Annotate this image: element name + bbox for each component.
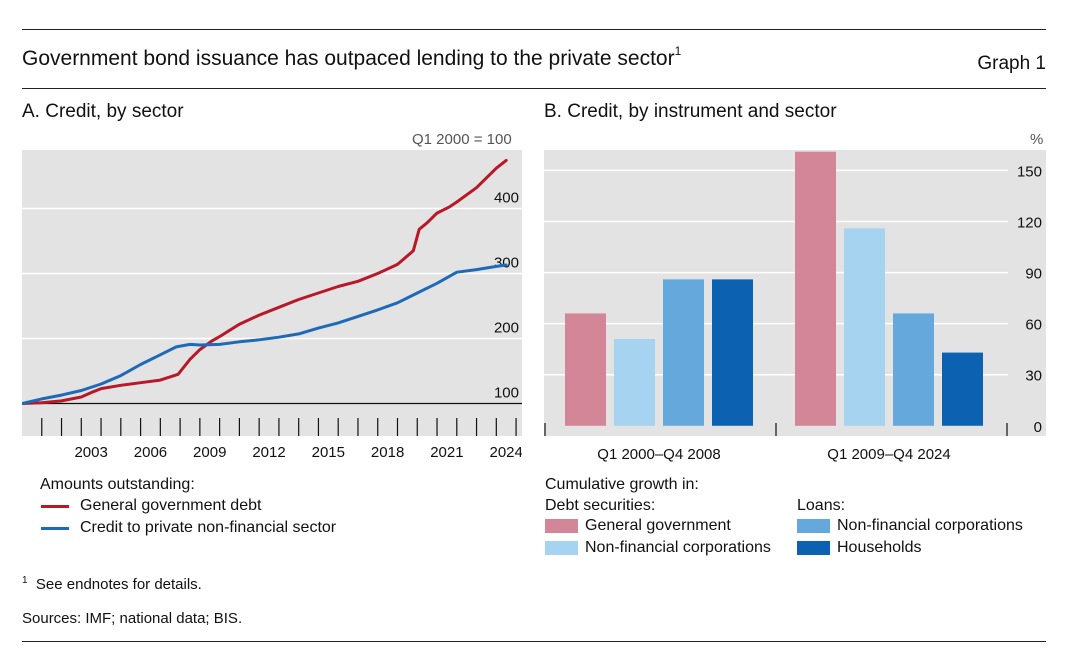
legend-b-swatch-nfc-debt — [545, 541, 578, 555]
panel-a-x-tick-label: 2006 — [134, 444, 167, 460]
legend-b-swatch-households — [797, 541, 830, 555]
panel-b-y-tick-label: 90 — [1025, 266, 1042, 283]
panel-b-y-tick-label: 150 — [1017, 163, 1042, 180]
panel-b-category-label: Q1 2000–Q4 2008 — [597, 446, 720, 463]
bar-nfc-loans — [663, 279, 704, 426]
legend-b-label-households: Households — [837, 539, 922, 556]
bar-government-securities — [565, 313, 606, 426]
panel-a-plot-bg — [22, 150, 522, 436]
footnote-text: See endnotes for details. — [35, 576, 202, 593]
legend-b-heading: Cumulative growth in: — [545, 476, 699, 493]
panel-a-title: A. Credit, by sector — [22, 101, 184, 122]
bar-household-loans — [712, 279, 753, 426]
panel-a-x-tick-label: 2012 — [252, 444, 285, 460]
panel-b-y-tick-label: 30 — [1025, 368, 1042, 385]
bar-government-securities — [795, 151, 836, 426]
bottom-rule — [22, 641, 1046, 642]
legend-a-swatch-private — [41, 527, 69, 530]
footnote: 1 See endnotes for details. — [22, 575, 202, 593]
bar-nfc-loans — [893, 313, 934, 426]
panel-b-bar-chart: 0 30 60 90 120 150 Q1 2000–Q4 2008 Q1 2009–Q4 2… — [544, 150, 1046, 463]
legend-b-label-gov: General government — [585, 517, 731, 534]
title-rule — [22, 88, 1046, 89]
panel-a-y-tick-label: 200 — [494, 320, 519, 337]
panel-a-line-chart: 100 200 300 400 2003 2006 2009 2012 2015 2018 2021… — [22, 150, 522, 460]
legend-b-label-nfc-debt: Non-financial corporations — [585, 539, 771, 556]
series-line-government-debt — [22, 158, 508, 405]
legend-a-label-gov: General government debt — [80, 497, 262, 514]
panel-b-y-tick-label: 60 — [1025, 317, 1042, 334]
panel-a-y-tick-label: 300 — [494, 255, 519, 272]
legend-b-swatch-gov — [545, 519, 578, 533]
legend-a-swatch-gov — [41, 505, 69, 508]
bar-nfc-securities — [844, 228, 885, 426]
panel-a-x-tick-label: 2018 — [371, 444, 404, 460]
bar-nfc-securities — [614, 338, 655, 426]
chart-title: Government bond issuance has outpaced le… — [22, 44, 682, 71]
panel-a-y-tick-label: 400 — [494, 190, 519, 207]
footnote-mark: 1 — [22, 575, 28, 586]
panel-a-x-tick-label: 2024 — [490, 444, 522, 460]
legend-a-heading: Amounts outstanding: — [40, 476, 195, 493]
top-rule — [22, 29, 1046, 30]
legend-b-label-nfc-loans: Non-financial corporations — [837, 517, 1023, 534]
panel-a-x-tick-label: 2021 — [430, 444, 463, 460]
panel-a-x-tick-label: 2003 — [74, 444, 107, 460]
panel-a-x-tick-label: 2015 — [312, 444, 345, 460]
panel-b-category-label: Q1 2009–Q4 2024 — [827, 446, 950, 463]
legend-b-loans-heading: Loans: — [797, 497, 846, 514]
chart-title-text: Government bond issuance has outpaced le… — [22, 47, 675, 70]
panel-b-plot-bg — [544, 150, 1008, 436]
panel-b-y-tick-label: 120 — [1017, 215, 1042, 232]
bar-household-loans — [942, 352, 983, 426]
panel-b-axis-bg — [1008, 150, 1046, 436]
legend-b-debt-heading: Debt securities: — [545, 497, 656, 514]
panel-b-unit: % — [1030, 131, 1044, 148]
panel-a-unit: Q1 2000 = 100 — [412, 131, 512, 148]
panel-a-x-tick-label: 2009 — [193, 444, 226, 460]
graph-label: Graph 1 — [977, 53, 1046, 74]
legend-b-swatch-nfc-loans — [797, 519, 830, 533]
sources: Sources: IMF; national data; BIS. — [22, 610, 243, 627]
panel-b-title: B. Credit, by instrument and sector — [544, 101, 837, 122]
series-line-private-credit — [22, 263, 508, 405]
panel-b-y-tick-label: 0 — [1034, 419, 1042, 436]
title-footnote-ref: 1 — [674, 44, 682, 58]
panel-a-y-tick-label: 100 — [494, 385, 519, 402]
legend-a-label-private: Credit to private non-financial sector — [80, 519, 337, 536]
